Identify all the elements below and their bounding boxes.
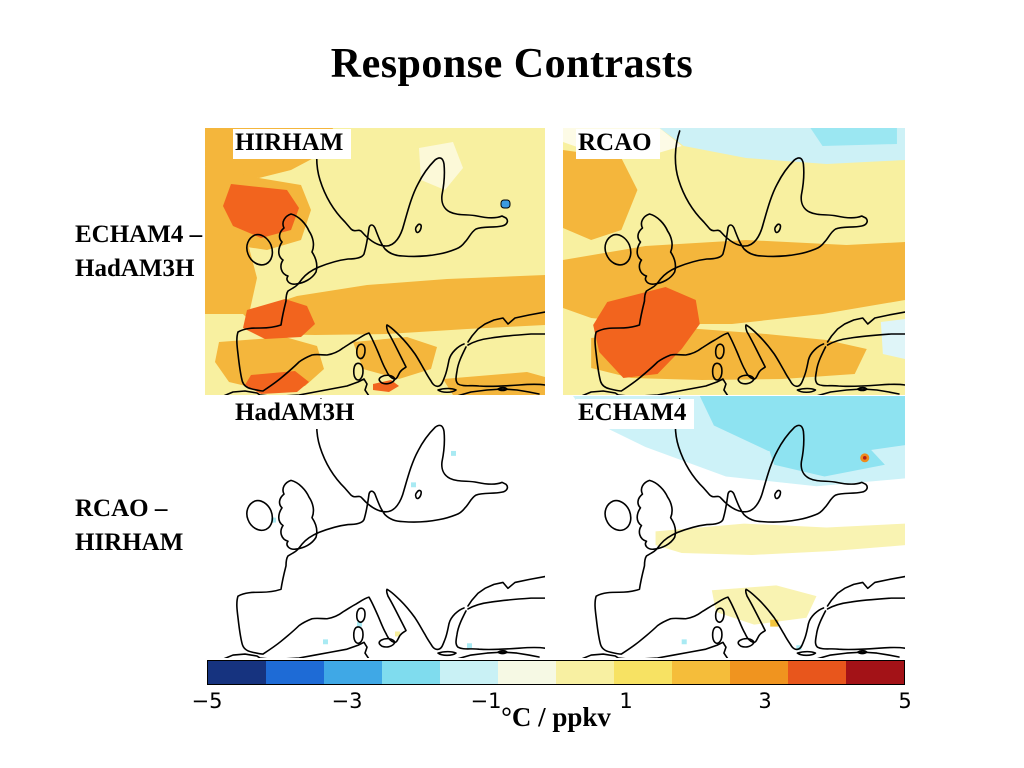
row-label-rcao-minus-hirham: RCAO – HIRHAM (75, 492, 183, 560)
colorbar-segment (382, 661, 440, 684)
map-hadam3h (205, 396, 545, 658)
colorbar-segment (672, 661, 730, 684)
colorbar-tick: 5 (898, 689, 912, 713)
cool-anomaly-region (764, 435, 885, 477)
colorbar-unit-label: °C / ppkv (501, 702, 611, 732)
map-panel-rcao (563, 128, 905, 395)
neutral-region (419, 142, 463, 190)
neutral-field-base (205, 396, 545, 658)
colorbar-tick: 3 (758, 689, 772, 713)
warm-speck (395, 631, 400, 637)
hot-anomaly-regions (223, 184, 399, 394)
map-panel-hadam3h (205, 396, 545, 658)
colorbar-segment (266, 661, 324, 684)
colorbar-segment (208, 661, 266, 684)
colorbar-segment (614, 661, 672, 684)
colorbar-tick: 1 (619, 689, 633, 713)
cool-specks (681, 639, 802, 651)
warm-speck (770, 619, 779, 627)
colorbar-segment (498, 661, 556, 684)
colorbar-tick: −1 (470, 689, 502, 713)
panel-label-echam4: ECHAM4 (576, 399, 695, 429)
lake-cool-spot (500, 199, 511, 209)
row-label-line: HadAM3H (75, 254, 195, 282)
panel-label-hadam3h: HadAM3H (233, 399, 363, 429)
colorbar-tick: −5 (191, 689, 223, 713)
map-echam4 (563, 396, 905, 658)
panel-label-hirham: HIRHAM (233, 129, 352, 159)
colorbar-segment (324, 661, 382, 684)
map-panel-hirham (205, 128, 545, 395)
row-label-line: ECHAM4 – (75, 221, 203, 248)
colorbar-segment (440, 661, 498, 684)
colorbar-segment (846, 661, 904, 684)
row-label-echam4-minus-hadam3h: ECHAM4 – HadAM3H (75, 218, 202, 286)
colorbar-segment (730, 661, 788, 684)
cool-anomaly-region (880, 319, 905, 359)
map-panel-echam4 (563, 396, 905, 658)
slide-title: Response Contrasts (330, 41, 694, 87)
hot-spot-core (862, 456, 867, 460)
row-label-line: HIRHAM (75, 528, 184, 556)
map-rcao (563, 128, 905, 395)
map-hirham (205, 128, 545, 395)
row-label-line: RCAO – (75, 495, 168, 522)
cool-anomaly-region (810, 128, 897, 146)
colorbar-segment (788, 661, 846, 684)
colorbar (207, 660, 905, 685)
panel-label-rcao: RCAO (576, 129, 660, 159)
colorbar-segment (556, 661, 614, 684)
colorbar-segments (208, 661, 904, 684)
cool-anomaly-region (699, 396, 905, 455)
colorbar-tick: −3 (331, 689, 363, 713)
cool-specks (271, 450, 472, 649)
